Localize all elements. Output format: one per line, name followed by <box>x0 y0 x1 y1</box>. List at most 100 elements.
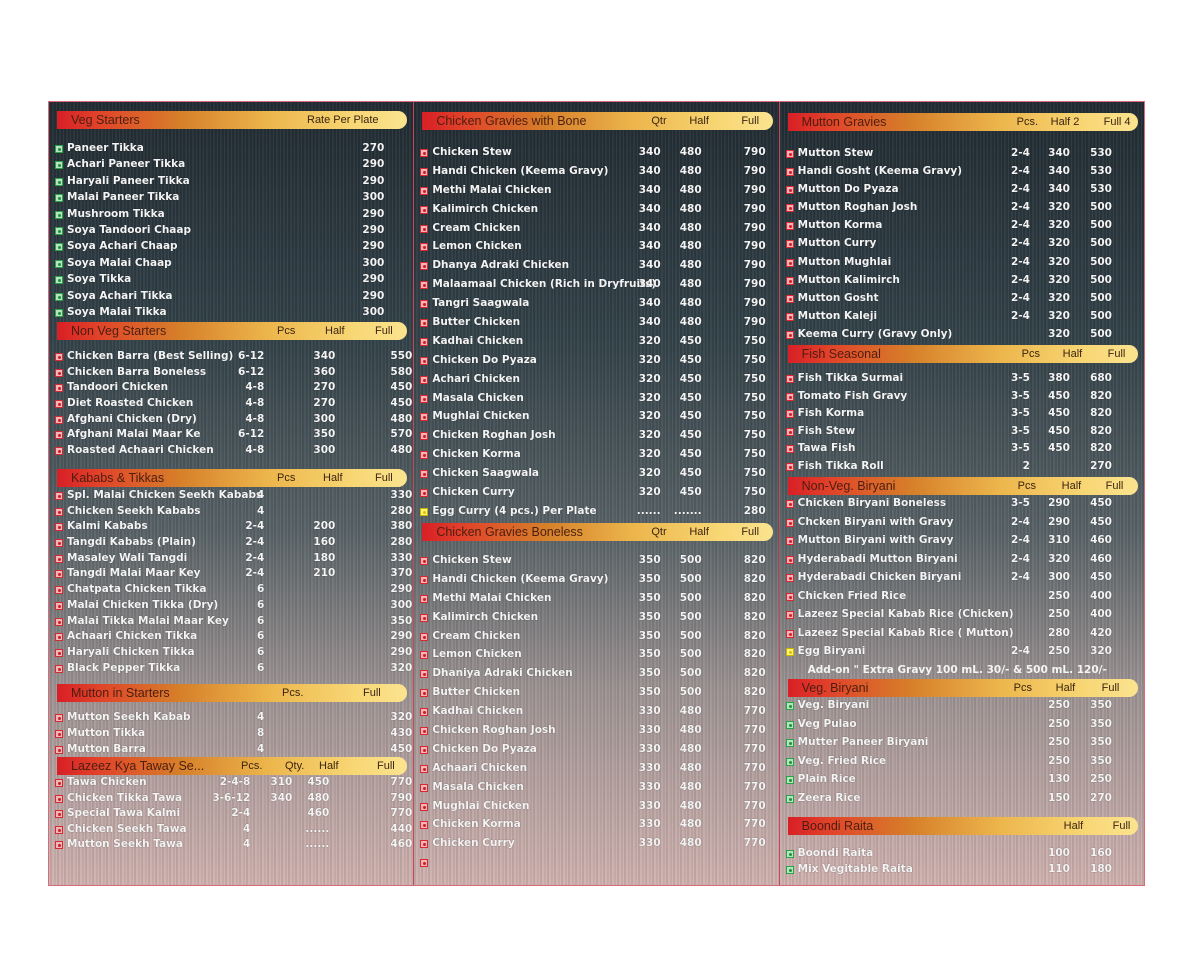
item-price: 180 <box>313 551 336 564</box>
item-price: 330 <box>638 742 661 755</box>
column-header: Pcs <box>277 472 296 484</box>
item-price: 320 <box>638 486 661 499</box>
item-name: Chicken Stew <box>432 554 512 566</box>
addon-note: Add-on " Extra Gravy 100 mL. 30/- & 500 … <box>807 663 1107 676</box>
item-price: 320 <box>1048 552 1070 565</box>
item-price: 450 <box>679 372 702 385</box>
item-name: Chicken Korma <box>432 448 521 461</box>
item-price: 770 <box>743 761 766 774</box>
item-price: 250 <box>1048 699 1070 711</box>
menu-item: Chicken Korma 320 450 750 <box>414 447 778 466</box>
item-price: 750 <box>743 429 766 442</box>
item-name: Mutton Barra <box>67 742 146 755</box>
item-name: Soya Malai Chaap <box>67 256 172 269</box>
item-price: 320 <box>390 711 413 723</box>
menu-item: Mutton Roghan Josh 2-4 320 500 <box>780 200 1144 218</box>
item-price: 340 <box>638 146 661 158</box>
column-header: Qty. <box>285 760 305 772</box>
item-price: 2-4 <box>231 807 251 819</box>
item-price: 790 <box>743 183 766 196</box>
item-price: 350 <box>313 428 336 441</box>
item-price: 2-4 <box>1011 552 1030 565</box>
item-list: Chicken Barra (Best Selling) 6-12 340 550 Ch… <box>49 349 413 459</box>
item-name: Achaari Chicken Tikka <box>67 630 198 643</box>
item-price: 6 <box>257 614 265 627</box>
item-name: Lemon Chicken <box>432 240 522 253</box>
menu-item: Mutton Kalimirch 2-4 320 500 <box>780 273 1144 291</box>
item-price: 750 <box>743 391 766 404</box>
item-price: 500 <box>679 686 702 699</box>
menu-item: Keema Curry (Gravy Only) 320 500 <box>780 327 1144 345</box>
section-title: Mutton in Starters <box>71 686 170 700</box>
item-price: 2-4 <box>1011 645 1030 657</box>
item-list: Chicken Stew 350 500 820 Handi Chicken (Keem… <box>414 553 778 874</box>
menu-item: Soya Achari Chaap 290 <box>49 239 413 255</box>
non-veg-symbol-icon <box>420 689 429 698</box>
item-price: 550 <box>390 350 413 362</box>
menu-item: Mix Vegitable Raita 110 180 <box>780 862 1144 878</box>
menu-item: Mutton Biryani with Gravy 2-4 310 460 <box>780 533 1144 552</box>
menu-item: Soya Tandoori Chaap 290 <box>49 223 413 239</box>
veg-symbol-icon <box>785 702 794 710</box>
menu-item: Mutton Barra 4 450 <box>49 742 413 758</box>
menu-column-2: Chicken Gravies with Bone Qtr Half Full Chic… <box>414 102 780 885</box>
menu-section: Chicken Gravies with Bone Qtr Half Full Chic… <box>414 112 778 523</box>
non-veg-symbol-icon <box>55 492 63 500</box>
menu-item: Butter Chicken 340 480 790 <box>414 315 778 334</box>
menu-item: Handi Chicken (Keema Gravy) 340 480 790 <box>414 164 778 183</box>
column-header: Half 2 <box>1050 116 1080 128</box>
item-price: 530 <box>1090 147 1112 159</box>
menu-item: Malai Chicken Tikka (Dry) 6 300 <box>49 598 413 614</box>
item-price: 820 <box>743 648 766 661</box>
item-price: 790 <box>743 146 766 158</box>
menu-item: Kalimirch Chicken 350 500 820 <box>414 610 778 629</box>
item-name: Cream Chicken <box>432 221 521 234</box>
non-veg-symbol-icon <box>785 168 794 177</box>
item-price: 2-4 <box>245 536 265 549</box>
item-price: 480 <box>679 221 702 234</box>
item-price: 460 <box>1090 552 1112 565</box>
item-price: 450 <box>679 486 702 499</box>
non-veg-symbol-icon <box>420 281 429 290</box>
item-name: Boondi Raita <box>797 847 874 859</box>
non-veg-symbol-icon <box>785 375 794 383</box>
item-price: 320 <box>1048 237 1070 250</box>
item-price: 750 <box>743 353 766 366</box>
item-price: 4 <box>243 822 251 835</box>
item-name: Fish Tikka Surmai <box>797 372 904 384</box>
item-price: 320 <box>1048 255 1070 268</box>
item-price: 370 <box>390 567 413 580</box>
menu-item: Lemon Chicken 350 500 820 <box>414 647 778 666</box>
menu-item: Dhaniya Adraki Chicken 350 500 820 <box>414 666 778 685</box>
item-price: 4-8 <box>245 444 265 457</box>
item-price: 770 <box>743 742 766 755</box>
menu-item: Chicken Fried Rice 250 400 <box>780 589 1144 608</box>
item-name: Tawa Chicken <box>67 776 147 788</box>
item-price: 480 <box>679 761 702 774</box>
item-name: Achari Chicken <box>432 372 520 385</box>
item-price: 500 <box>1090 291 1112 304</box>
column-header: Half <box>689 115 709 127</box>
item-price: 480 <box>679 164 702 177</box>
non-veg-symbol-icon <box>785 276 794 285</box>
section-header-band: Chicken Gravies with Bone Qtr Half Full <box>422 112 773 130</box>
item-price: 500 <box>1090 219 1112 232</box>
item-name: Achaari Chicken <box>432 761 528 774</box>
item-name: Mix Vegitable Raita <box>797 862 913 875</box>
item-name: Chicken Do Pyaza <box>432 353 537 366</box>
item-name: Mutton Seekh Tawa <box>67 838 183 850</box>
item-name: Hyderabadi Mutton Biryani <box>797 552 958 565</box>
item-price: 290 <box>362 240 385 253</box>
item-price: 6-12 <box>238 428 265 441</box>
item-price: 300 <box>362 191 385 204</box>
item-price: 2-4 <box>1011 237 1030 250</box>
item-name: Diet Roasted Chicken <box>67 397 194 410</box>
item-price: 770 <box>743 818 766 831</box>
non-veg-symbol-icon <box>55 447 63 456</box>
item-price: 6 <box>257 661 265 674</box>
item-price: 320 <box>390 661 413 674</box>
veg-symbol-icon <box>55 243 63 252</box>
column-header: Full 4 <box>1103 116 1131 128</box>
item-price: 480 <box>679 183 702 196</box>
veg-symbol-icon <box>55 145 63 153</box>
